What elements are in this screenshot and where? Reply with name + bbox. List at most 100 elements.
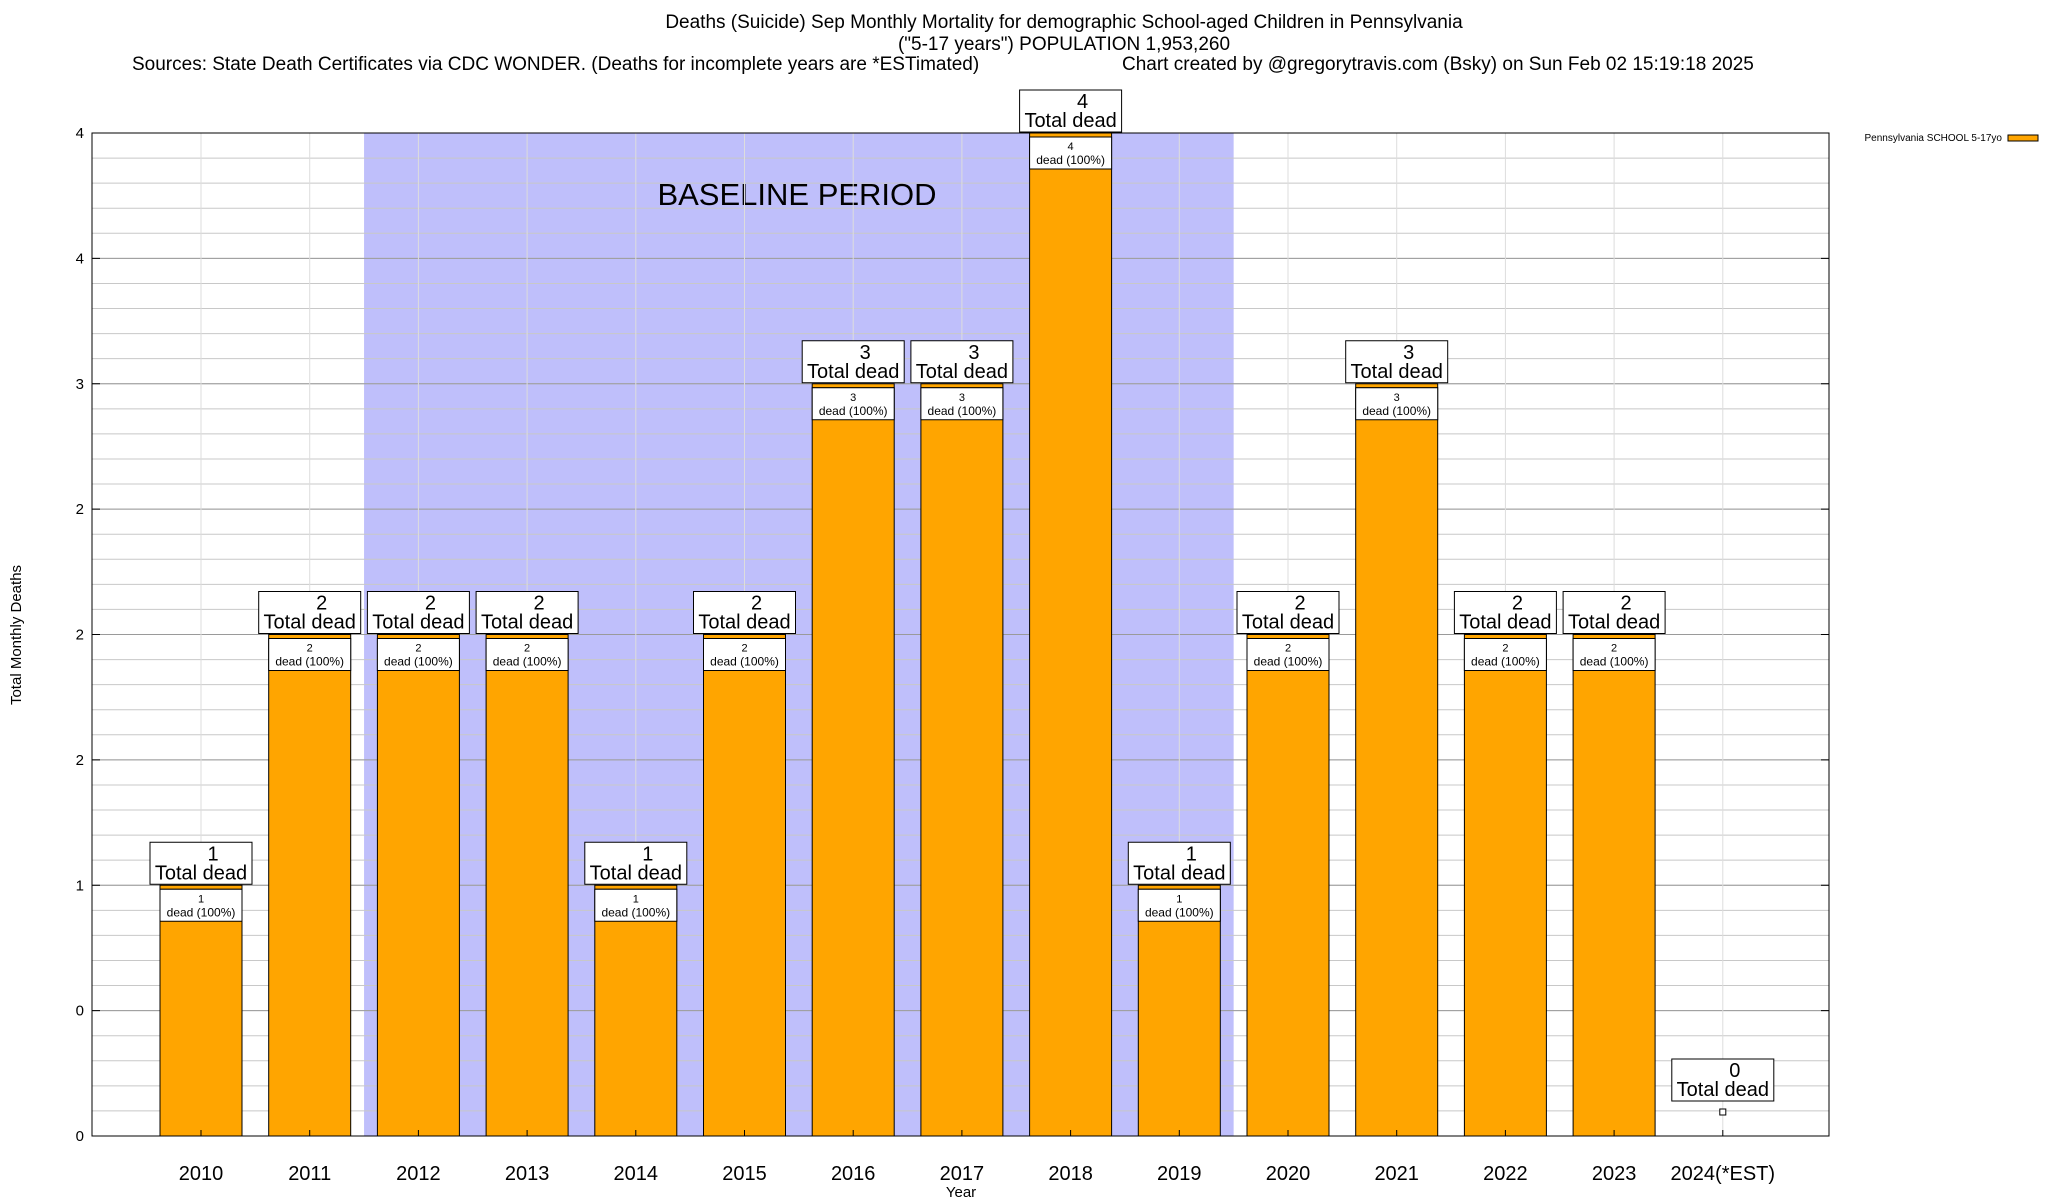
bar-inner-label-box	[376, 638, 460, 671]
bar-zero-marker	[1719, 1108, 1727, 1116]
bar-total-label-box	[1671, 1058, 1775, 1102]
bar-total-label-box	[258, 591, 362, 634]
bar-total-label-text: Total dead	[264, 612, 356, 634]
bar-total-label-text: Total dead	[372, 612, 464, 634]
y-tick-label: 0	[76, 1003, 84, 1020]
x-tick-label: 2016	[831, 1163, 876, 1185]
bar-total-label-count: 2	[1621, 593, 1632, 615]
bar-total-label-count: 2	[751, 593, 762, 615]
bar-inner-label-box	[1355, 387, 1439, 421]
bar-inner-label-text: dead (100%)	[1580, 655, 1649, 669]
bar-total-label-count: 3	[860, 342, 871, 364]
bar-total-label-count: 2	[1294, 593, 1305, 615]
bar-total-label-text: Total dead	[481, 612, 573, 634]
bar-total-label-text: Total dead	[1024, 110, 1116, 132]
bar-total-label-box	[475, 591, 579, 634]
x-tick-label: 2021	[1374, 1163, 1419, 1185]
x-tick-label: 2019	[1157, 1163, 1202, 1185]
bar-inner-label-box	[1463, 638, 1547, 671]
bar-total-label-count: 1	[207, 843, 218, 865]
x-tick-label: 2020	[1266, 1163, 1311, 1185]
bar-total-label-box	[1019, 89, 1123, 133]
bar	[1463, 634, 1547, 1137]
bar-total-label-box	[1562, 591, 1666, 634]
y-tick-label: 2	[76, 752, 84, 769]
bar-total-label-text: Total dead	[590, 862, 682, 884]
x-tick-label: 2012	[396, 1163, 441, 1185]
bar-total-label-count: 2	[534, 593, 545, 615]
chart-sources: Sources: State Death Certificates via CD…	[132, 54, 980, 75]
bar-inner-label-text: dead (100%)	[1471, 655, 1540, 669]
bar-inner-label-text: dead (100%)	[1254, 655, 1323, 669]
bar-inner-label-text: dead (100%)	[275, 655, 344, 669]
bar-total-label-box	[1236, 591, 1340, 634]
bar-inner-label-count: 1	[1176, 893, 1182, 905]
bar-total-label-text: Total dead	[698, 612, 790, 634]
bar-total-label-box	[693, 591, 796, 634]
bar-total-label-text: Total dead	[1351, 361, 1443, 383]
bar	[1572, 634, 1656, 1137]
bar-total-label-text: Total dead	[1568, 612, 1660, 634]
bar-total-label-text: Total dead	[807, 361, 899, 383]
bar-total-label-count: 1	[1186, 843, 1197, 865]
bar-inner-label-count: 4	[1068, 141, 1074, 153]
bar-inner-label-count: 2	[415, 643, 421, 655]
bar-inner-label-text: dead (100%)	[819, 404, 888, 418]
bar-total-label-box	[366, 591, 470, 634]
bar-total-label-count: 3	[1403, 342, 1414, 364]
bar-total-label-count: 2	[425, 593, 436, 615]
bar-total-label-count: 4	[1077, 91, 1088, 113]
bar-total-label-count: 1	[642, 843, 653, 865]
bar	[485, 634, 569, 1137]
y-tick-label: 4	[76, 125, 84, 142]
bar-inner-label-count: 2	[1611, 643, 1617, 655]
x-tick-label: 2014	[614, 1163, 659, 1185]
bar-total-label-text: Total dead	[916, 361, 1008, 383]
x-axis-label: Year	[946, 1184, 976, 1200]
bar-inner-label-box	[1246, 638, 1330, 671]
x-tick-label: 2018	[1048, 1163, 1093, 1185]
x-tick-label: 2022	[1483, 1163, 1528, 1185]
bar-inner-label-count: 2	[307, 643, 313, 655]
bar-inner-label-text: dead (100%)	[493, 655, 562, 669]
bar-total-label-count: 3	[968, 342, 979, 364]
bar	[811, 383, 895, 1137]
bar-total-label-text: Total dead	[155, 862, 247, 884]
bar-total-label-box	[149, 841, 253, 885]
bar	[594, 884, 678, 1137]
x-tick-label: 2023	[1592, 1163, 1637, 1185]
x-tick-label: 2013	[505, 1163, 550, 1185]
bar	[376, 634, 460, 1137]
bar-total-label-box	[910, 340, 1014, 384]
bar-total-label-text: Total dead	[1133, 862, 1225, 884]
bar	[703, 634, 786, 1137]
chart-subtitle: ("5-17 years") POPULATION 1,953,260	[897, 34, 1231, 55]
y-tick-label: 2	[76, 501, 84, 518]
bar	[159, 884, 243, 1137]
y-tick-label: 3	[76, 376, 84, 393]
bar-total-label-count: 0	[1729, 1060, 1740, 1082]
bar-inner-label-box	[594, 888, 678, 922]
bar-total-label-text: Total dead	[1242, 612, 1334, 634]
bar-inner-label-text: dead (100%)	[601, 905, 670, 919]
x-tick-label: 2010	[179, 1163, 224, 1185]
legend-label: Pennsylvania SCHOOL 5-17yo	[1865, 133, 2003, 144]
bar	[1029, 132, 1113, 1137]
x-tick-label: 2015	[722, 1163, 767, 1185]
bar-inner-label-count: 3	[1394, 392, 1400, 404]
bar-inner-label-box	[920, 387, 1004, 421]
bar-inner-label-text: dead (100%)	[1145, 905, 1214, 919]
bar-total-label-count: 2	[316, 593, 327, 615]
bar-inner-label-text: dead (100%)	[1362, 404, 1431, 418]
bar-inner-label-box	[811, 387, 895, 421]
legend-layer: Pennsylvania SCHOOL 5-17yo	[1865, 133, 2039, 144]
bar-inner-label-count: 2	[1285, 643, 1291, 655]
bar-inner-label-box	[485, 638, 569, 671]
bar	[1137, 884, 1221, 1137]
chart-credit: Chart created by @gregorytravis.com (Bsk…	[1122, 54, 1754, 75]
y-tick-label: 1	[76, 877, 84, 894]
bar-inner-label-count: 3	[850, 392, 856, 404]
baseline-period-label: BASELINE PERIOD	[657, 177, 936, 212]
